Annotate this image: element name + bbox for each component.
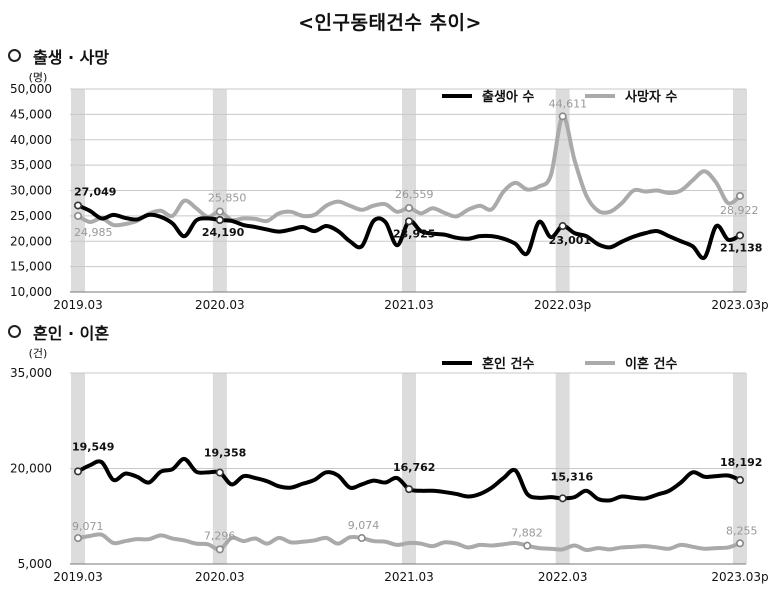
- data-point-marker: [74, 211, 83, 220]
- x-tick-label: 2021.03: [384, 298, 434, 312]
- y-tick-label: 15,000: [10, 260, 52, 274]
- data-point-marker: [215, 207, 224, 216]
- legend-label: 사망자 수: [625, 89, 677, 105]
- data-label: 9,071: [72, 520, 104, 533]
- data-point-marker: [523, 541, 532, 550]
- x-tick-label: 2020.03: [195, 570, 245, 584]
- data-point-marker: [215, 545, 224, 554]
- x-tick-label: 2023.03p: [711, 298, 768, 312]
- data-label: 19,549: [72, 440, 114, 453]
- section-title-text: 출생 · 사망: [33, 48, 110, 67]
- data-label: 15,316: [551, 470, 594, 483]
- x-tick-label: 2023.03p: [711, 570, 768, 584]
- x-tick-label: 2022.03: [538, 570, 588, 584]
- y-unit-label: (명): [29, 71, 48, 84]
- x-tick-label: 2019.03: [53, 298, 103, 312]
- legend-label: 출생아 수: [482, 89, 534, 105]
- y-unit-label: (건): [29, 347, 48, 360]
- data-label: 25,850: [208, 192, 247, 205]
- section-title-text: 혼인 · 이혼: [33, 324, 110, 343]
- data-point-marker: [404, 485, 413, 494]
- data-label: 24,190: [202, 226, 245, 239]
- data-label: 28,922: [720, 204, 759, 217]
- data-point-marker: [74, 201, 83, 210]
- page-title: <인구동태건수 추이>: [298, 12, 482, 34]
- circle-bullet-icon: [8, 325, 21, 338]
- data-point-marker: [404, 217, 413, 226]
- data-point-marker: [74, 467, 83, 476]
- data-point-marker: [404, 203, 413, 212]
- legend-label: 이혼 건수: [625, 356, 677, 372]
- data-point-marker: [735, 539, 744, 548]
- y-tick-label: 5,000: [18, 557, 52, 571]
- data-point-marker: [558, 494, 567, 503]
- data-label: 27,049: [74, 185, 116, 198]
- data-label: 24,985: [74, 226, 113, 239]
- x-tick-label: 2022.03p: [534, 298, 591, 312]
- data-point-marker: [558, 112, 567, 121]
- data-label: 9,074: [348, 519, 380, 532]
- y-tick-label: 25,000: [10, 209, 52, 223]
- y-tick-label: 35,000: [10, 366, 52, 380]
- circle-bullet-icon: [8, 49, 21, 62]
- data-label: 26,559: [395, 188, 434, 201]
- x-tick-label: 2020.03: [195, 298, 245, 312]
- data-point-marker: [735, 476, 744, 485]
- data-label: 44,611: [549, 97, 588, 110]
- y-tick-label: 20,000: [10, 234, 52, 248]
- data-label: 19,358: [204, 447, 246, 460]
- data-point-marker: [215, 468, 224, 477]
- section-title-births-deaths: 출생 · 사망: [8, 44, 109, 68]
- data-label: 8,255: [726, 524, 758, 537]
- data-point-marker: [357, 534, 366, 543]
- y-tick-label: 45,000: [10, 107, 52, 121]
- series-line-secondary: [76, 532, 742, 553]
- section-title-marriages-divorces: 혼인 · 이혼: [8, 320, 109, 344]
- data-label: 7,296: [204, 529, 236, 542]
- data-point-marker: [735, 231, 744, 240]
- y-tick-label: 50,000: [10, 82, 52, 96]
- data-point-marker: [215, 215, 224, 224]
- y-tick-label: 40,000: [10, 133, 52, 147]
- y-tick-label: 20,000: [10, 462, 52, 476]
- legend-label: 혼인 건수: [482, 356, 534, 372]
- data-point-marker: [558, 222, 567, 231]
- y-tick-label: 10,000: [10, 285, 52, 299]
- data-label: 16,762: [393, 461, 435, 474]
- data-label: 18,192: [720, 456, 762, 469]
- data-point-marker: [735, 191, 744, 200]
- x-tick-label: 2019.03: [53, 570, 103, 584]
- data-label: 7,882: [511, 527, 543, 540]
- data-point-marker: [74, 534, 83, 543]
- data-label: 21,138: [720, 241, 762, 254]
- data-label: 23,001: [549, 234, 591, 247]
- y-tick-label: 30,000: [10, 184, 52, 198]
- data-label: 23,925: [393, 227, 435, 240]
- y-tick-label: 35,000: [10, 158, 52, 172]
- x-tick-label: 2021.03: [384, 570, 434, 584]
